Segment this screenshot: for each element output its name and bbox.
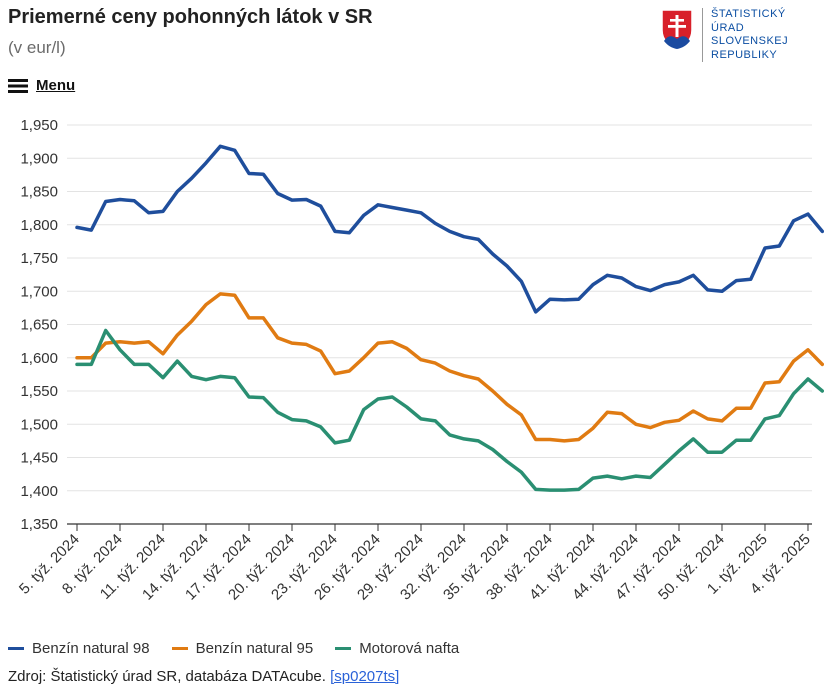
legend-label: Benzín natural 95 xyxy=(195,640,314,657)
y-tick-label: 1,550 xyxy=(20,383,58,400)
series-line-3 xyxy=(75,328,824,492)
source-note: Zdroj: Štatistický úrad SR, databáza DAT… xyxy=(8,668,399,685)
series-lines xyxy=(75,144,824,492)
susr-logo: ŠTATISTICKÝ ÚRAD SLOVENSKEJ REPUBLIKY xyxy=(660,8,788,62)
legend-item-natural95[interactable]: Benzín natural 95 xyxy=(171,640,314,657)
source-text: Zdroj: Štatistický úrad SR, databáza DAT… xyxy=(8,668,326,685)
y-tick-label: 1,850 xyxy=(20,184,58,201)
series-line-1 xyxy=(75,144,824,314)
y-tick-label: 1,750 xyxy=(20,250,58,267)
y-tick-label: 1,450 xyxy=(20,450,58,467)
coat-of-arms-icon xyxy=(661,9,693,50)
logo-text: ŠTATISTICKÝ ÚRAD SLOVENSKEJ REPUBLIKY xyxy=(702,8,788,62)
hamburger-icon xyxy=(8,78,28,93)
y-tick-label: 1,800 xyxy=(20,217,58,234)
series-line-2 xyxy=(75,292,824,443)
legend-label: Benzín natural 98 xyxy=(32,640,150,657)
menu-label: Menu xyxy=(36,77,76,94)
y-tick-label: 1,700 xyxy=(20,283,58,300)
legend-swatch xyxy=(171,647,188,650)
y-tick-label: 1,500 xyxy=(20,416,58,433)
line-chart: 1,350 1,400 1,450 1,500 1,550 1,600 1,650 1,700… xyxy=(16,117,824,604)
logo-line: ÚRAD xyxy=(711,21,745,34)
menu-button[interactable]: Menu xyxy=(8,77,75,94)
legend-item-diesel[interactable]: Motorová nafta xyxy=(335,640,459,657)
chart-title: Priemerné ceny pohonných látok v SR xyxy=(8,6,373,28)
y-tick-label: 1,400 xyxy=(20,483,58,500)
legend-swatch xyxy=(335,647,352,650)
grid xyxy=(67,124,812,492)
y-tick-label: 1,650 xyxy=(20,317,58,334)
logo-line: SLOVENSKEJ xyxy=(711,35,789,47)
y-tick-label: 1,600 xyxy=(20,350,58,367)
y-axis-labels: 1,350 1,400 1,450 1,500 1,550 1,600 1,650 1,700… xyxy=(20,117,58,533)
y-tick-label: 1,950 xyxy=(20,117,58,134)
logo-line: ŠTATISTICKÝ xyxy=(711,8,786,20)
y-tick-label: 1,350 xyxy=(20,516,58,533)
logo-line: REPUBLIKY xyxy=(711,48,778,61)
source-link[interactable]: [sp0207ts] xyxy=(330,668,400,685)
legend: Benzín natural 98 Benzín natural 95 Moto… xyxy=(8,640,459,657)
legend-swatch xyxy=(8,647,24,650)
y-tick-label: 1,900 xyxy=(20,150,58,167)
legend-item-natural98[interactable]: Benzín natural 98 xyxy=(8,640,150,657)
legend-label: Motorová nafta xyxy=(359,640,460,657)
chart-subtitle: (v eur/l) xyxy=(8,38,66,57)
